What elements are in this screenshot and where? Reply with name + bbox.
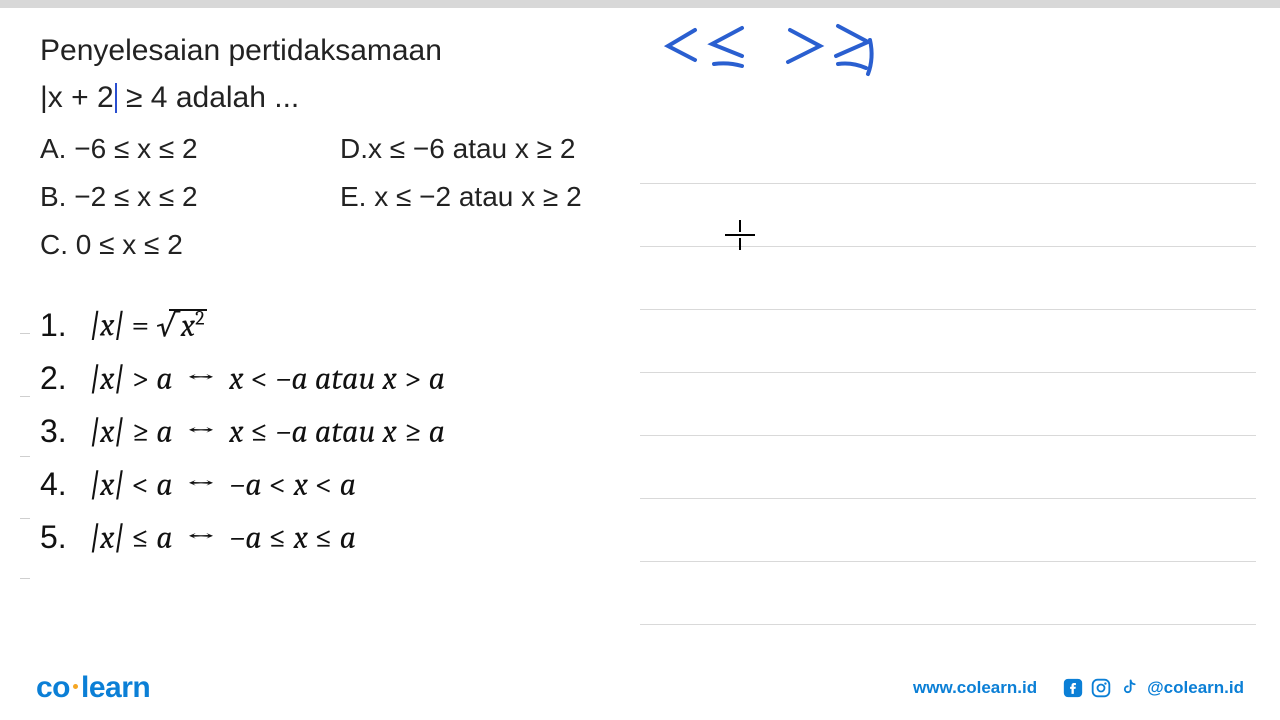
rule-line bbox=[640, 183, 1256, 184]
choice-e: E. x ≤ −2 atau x ≥ 2 bbox=[340, 176, 660, 218]
facebook-icon[interactable] bbox=[1063, 678, 1083, 698]
choice-b: B. −2 ≤ x ≤ 2 bbox=[40, 176, 340, 218]
rule-line bbox=[640, 309, 1256, 310]
rule-num: 5. bbox=[40, 519, 90, 556]
question-title: Penyelesaian pertidaksamaan bbox=[40, 28, 640, 73]
rule-num: 3. bbox=[40, 413, 90, 450]
brand-dot-icon bbox=[73, 684, 78, 689]
tiktok-icon[interactable] bbox=[1119, 678, 1139, 698]
question-block: Penyelesaian pertidaksamaan |x + 2 ≥ 4 a… bbox=[40, 28, 640, 266]
footer-url[interactable]: www.colearn.id bbox=[913, 678, 1037, 698]
expr-right: ≥ 4 adalah ... bbox=[118, 81, 300, 114]
footer-bar: colearn www.colearn.id @colearn.id bbox=[0, 655, 1280, 720]
rule-num: 1. bbox=[40, 307, 90, 344]
drawing-cursor bbox=[725, 220, 755, 250]
answer-choices: A. −6 ≤ x ≤ 2 D.x ≤ −6 atau x ≥ 2 B. −2 … bbox=[40, 128, 640, 266]
rule-expr: |x| > a ↔ x < −a atau x > a bbox=[90, 360, 445, 397]
rule-expr: |x| ≥ a ↔ x ≤ −a atau x ≥ a bbox=[90, 413, 445, 450]
rule-tick bbox=[20, 456, 30, 457]
footer-right: www.colearn.id @colearn.id bbox=[913, 678, 1244, 698]
footer-handle[interactable]: @colearn.id bbox=[1147, 678, 1244, 698]
choice-e-text: x ≤ −2 atau x ≥ 2 bbox=[374, 181, 581, 212]
video-top-bar bbox=[0, 0, 1280, 8]
brand-left: co bbox=[36, 671, 70, 704]
social-block: @colearn.id bbox=[1063, 678, 1244, 698]
rule-line bbox=[640, 561, 1256, 562]
text-cursor bbox=[115, 83, 117, 113]
choice-c: C. 0 ≤ x ≤ 2 bbox=[40, 224, 340, 266]
rule-line bbox=[640, 498, 1256, 499]
choice-c-text: 0 ≤ x ≤ 2 bbox=[76, 229, 183, 260]
rule-tick bbox=[20, 396, 30, 397]
rule-expr: |x| = √x2 bbox=[90, 306, 207, 344]
brand-logo: colearn bbox=[36, 671, 150, 705]
rule-tick bbox=[20, 578, 30, 579]
rule-num: 4. bbox=[40, 466, 90, 503]
rule-line bbox=[640, 624, 1256, 625]
rule-expr: |x| < a ↔ −a < x < a bbox=[90, 466, 356, 503]
rule-expr: |x| ≤ a ↔ −a ≤ x ≤ a bbox=[90, 519, 356, 556]
question-expression: |x + 2 ≥ 4 adalah ... bbox=[40, 75, 640, 120]
brand-right: learn bbox=[81, 671, 150, 704]
rule-tick bbox=[20, 333, 30, 334]
rule-num: 2. bbox=[40, 360, 90, 397]
choice-a: A. −6 ≤ x ≤ 2 bbox=[40, 128, 340, 170]
choice-d-text: x ≤ −6 atau x ≥ 2 bbox=[368, 133, 575, 164]
expr-left: |x + 2 bbox=[40, 81, 114, 114]
choice-b-text: −2 ≤ x ≤ 2 bbox=[74, 181, 197, 212]
handwritten-symbols bbox=[660, 22, 900, 82]
rule-line bbox=[640, 435, 1256, 436]
slide-content: Penyelesaian pertidaksamaan |x + 2 ≥ 4 a… bbox=[0, 8, 1280, 648]
instagram-icon[interactable] bbox=[1091, 678, 1111, 698]
choice-a-text: −6 ≤ x ≤ 2 bbox=[74, 133, 197, 164]
rule-line bbox=[640, 372, 1256, 373]
rule-tick bbox=[20, 518, 30, 519]
choice-d: D.x ≤ −6 atau x ≥ 2 bbox=[340, 128, 660, 170]
